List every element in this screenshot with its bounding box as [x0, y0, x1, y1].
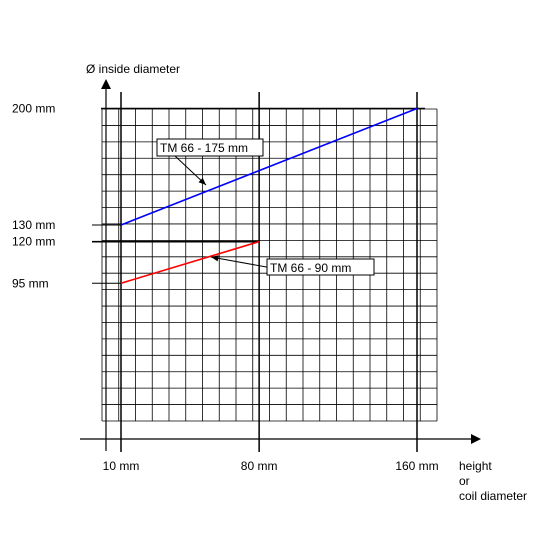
y-tick-label: 130 mm — [12, 218, 55, 232]
y-axis-title: Ø inside diameter — [86, 62, 180, 76]
axes — [80, 79, 481, 451]
x-axis-title-line: height — [459, 459, 492, 473]
series — [120, 107, 418, 285]
series-line-1 — [120, 107, 418, 226]
x-axis-arrow — [471, 434, 481, 444]
labels: TM 66 - 175 mm TM 66 - 90 mm 200 mm 130 mm 1… — [12, 62, 527, 503]
callout-leader — [210, 256, 273, 269]
callout-arrowhead — [211, 255, 219, 262]
series-label-box — [156, 138, 264, 157]
series-label: TM 66 - 175 mm — [160, 141, 248, 155]
x-tick-label: 160 mm — [395, 459, 438, 473]
y-tick-label: 200 mm — [12, 102, 55, 116]
x-tick-label: 10 mm — [103, 459, 140, 473]
series-line-2 — [120, 240, 260, 285]
x-tick-label: 80 mm — [241, 459, 278, 473]
x-axis-title-line: coil diameter — [459, 489, 527, 503]
x-axis-title-line: or — [459, 474, 470, 488]
y-tick-label: 95 mm — [12, 276, 49, 290]
series-label: TM 66 - 90 mm — [270, 261, 351, 275]
callout-arrowhead — [198, 177, 206, 185]
y-axis-arrow — [101, 79, 111, 89]
series-label-box — [266, 258, 375, 276]
y-tick-label: 120 mm — [12, 235, 55, 249]
